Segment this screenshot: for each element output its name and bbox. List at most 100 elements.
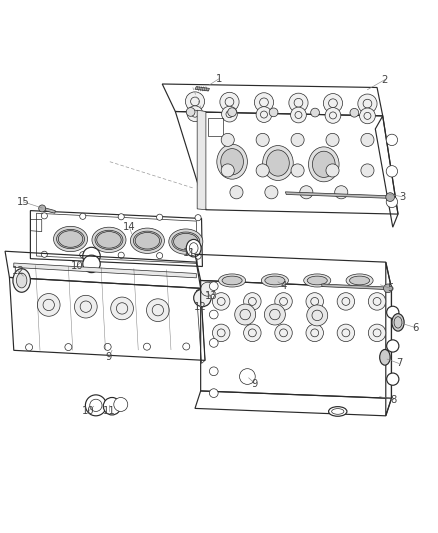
Ellipse shape <box>261 274 288 287</box>
Circle shape <box>256 164 269 177</box>
Circle shape <box>291 133 304 147</box>
Circle shape <box>74 295 97 318</box>
Circle shape <box>41 251 47 257</box>
Circle shape <box>289 93 308 112</box>
Polygon shape <box>195 87 209 91</box>
Text: 8: 8 <box>391 394 397 405</box>
Text: 1: 1 <box>216 74 222 84</box>
Circle shape <box>65 344 72 351</box>
Ellipse shape <box>304 274 331 287</box>
Polygon shape <box>286 192 390 198</box>
Circle shape <box>386 166 398 177</box>
Text: 12: 12 <box>12 266 25 276</box>
Ellipse shape <box>13 269 30 292</box>
Circle shape <box>326 164 339 177</box>
Ellipse shape <box>53 227 88 252</box>
Circle shape <box>209 389 218 398</box>
Circle shape <box>386 193 395 201</box>
Circle shape <box>80 252 86 258</box>
Circle shape <box>387 340 399 352</box>
Ellipse shape <box>16 273 27 288</box>
Polygon shape <box>14 263 196 278</box>
Circle shape <box>265 304 286 325</box>
Ellipse shape <box>134 231 161 251</box>
Text: 10: 10 <box>82 407 94 416</box>
Circle shape <box>254 93 274 112</box>
Text: 9: 9 <box>251 378 258 389</box>
Circle shape <box>212 293 230 310</box>
Circle shape <box>118 214 124 220</box>
Circle shape <box>235 304 256 325</box>
Circle shape <box>350 108 359 117</box>
Circle shape <box>384 284 392 293</box>
Circle shape <box>221 164 234 177</box>
Circle shape <box>256 107 272 123</box>
Circle shape <box>201 282 215 296</box>
Circle shape <box>306 293 323 310</box>
Circle shape <box>337 293 355 310</box>
Text: 9: 9 <box>106 352 112 362</box>
Circle shape <box>244 324 261 342</box>
Circle shape <box>103 398 121 415</box>
Ellipse shape <box>172 232 200 251</box>
Circle shape <box>83 255 100 272</box>
Ellipse shape <box>131 228 164 253</box>
Circle shape <box>185 92 205 111</box>
Circle shape <box>368 293 386 310</box>
Text: 12: 12 <box>194 302 207 312</box>
Circle shape <box>144 343 150 350</box>
Ellipse shape <box>57 229 85 248</box>
Text: 7: 7 <box>396 358 402 368</box>
Circle shape <box>323 94 343 113</box>
Ellipse shape <box>267 150 289 176</box>
Text: 10: 10 <box>71 261 83 271</box>
Text: 3: 3 <box>399 192 406 201</box>
Ellipse shape <box>221 149 244 175</box>
Circle shape <box>195 253 201 259</box>
Circle shape <box>360 108 375 124</box>
Circle shape <box>41 213 47 219</box>
Circle shape <box>39 205 46 212</box>
Circle shape <box>244 293 261 310</box>
Circle shape <box>209 367 218 376</box>
Ellipse shape <box>222 276 242 285</box>
Circle shape <box>291 164 304 177</box>
Ellipse shape <box>219 274 246 287</box>
Polygon shape <box>321 284 388 289</box>
Circle shape <box>147 299 169 321</box>
Ellipse shape <box>307 276 327 285</box>
Circle shape <box>361 164 374 177</box>
Circle shape <box>387 306 399 318</box>
Circle shape <box>25 344 32 351</box>
Circle shape <box>209 338 218 348</box>
Circle shape <box>183 343 190 350</box>
Ellipse shape <box>263 146 293 181</box>
Circle shape <box>104 343 111 350</box>
Ellipse shape <box>346 274 373 287</box>
Circle shape <box>194 289 211 306</box>
Circle shape <box>311 108 319 117</box>
Circle shape <box>368 324 386 342</box>
Circle shape <box>220 92 239 111</box>
Ellipse shape <box>350 276 370 285</box>
Circle shape <box>222 106 237 122</box>
Ellipse shape <box>392 313 404 331</box>
Circle shape <box>85 395 106 416</box>
Circle shape <box>387 373 399 385</box>
Text: 14: 14 <box>123 222 136 232</box>
Circle shape <box>83 247 100 265</box>
Ellipse shape <box>186 239 201 257</box>
Circle shape <box>300 185 313 199</box>
Circle shape <box>230 185 243 199</box>
Circle shape <box>335 185 348 199</box>
Ellipse shape <box>95 230 123 249</box>
Ellipse shape <box>328 407 347 416</box>
Circle shape <box>209 282 218 290</box>
Circle shape <box>290 107 306 123</box>
Circle shape <box>256 133 269 147</box>
Circle shape <box>275 324 292 342</box>
Circle shape <box>275 293 292 310</box>
Circle shape <box>186 108 195 116</box>
Polygon shape <box>197 110 206 210</box>
Circle shape <box>307 305 328 326</box>
